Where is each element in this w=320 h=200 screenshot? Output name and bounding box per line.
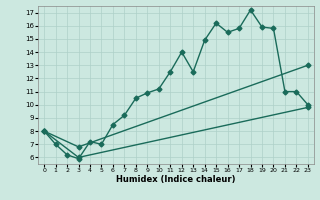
X-axis label: Humidex (Indice chaleur): Humidex (Indice chaleur) [116,175,236,184]
